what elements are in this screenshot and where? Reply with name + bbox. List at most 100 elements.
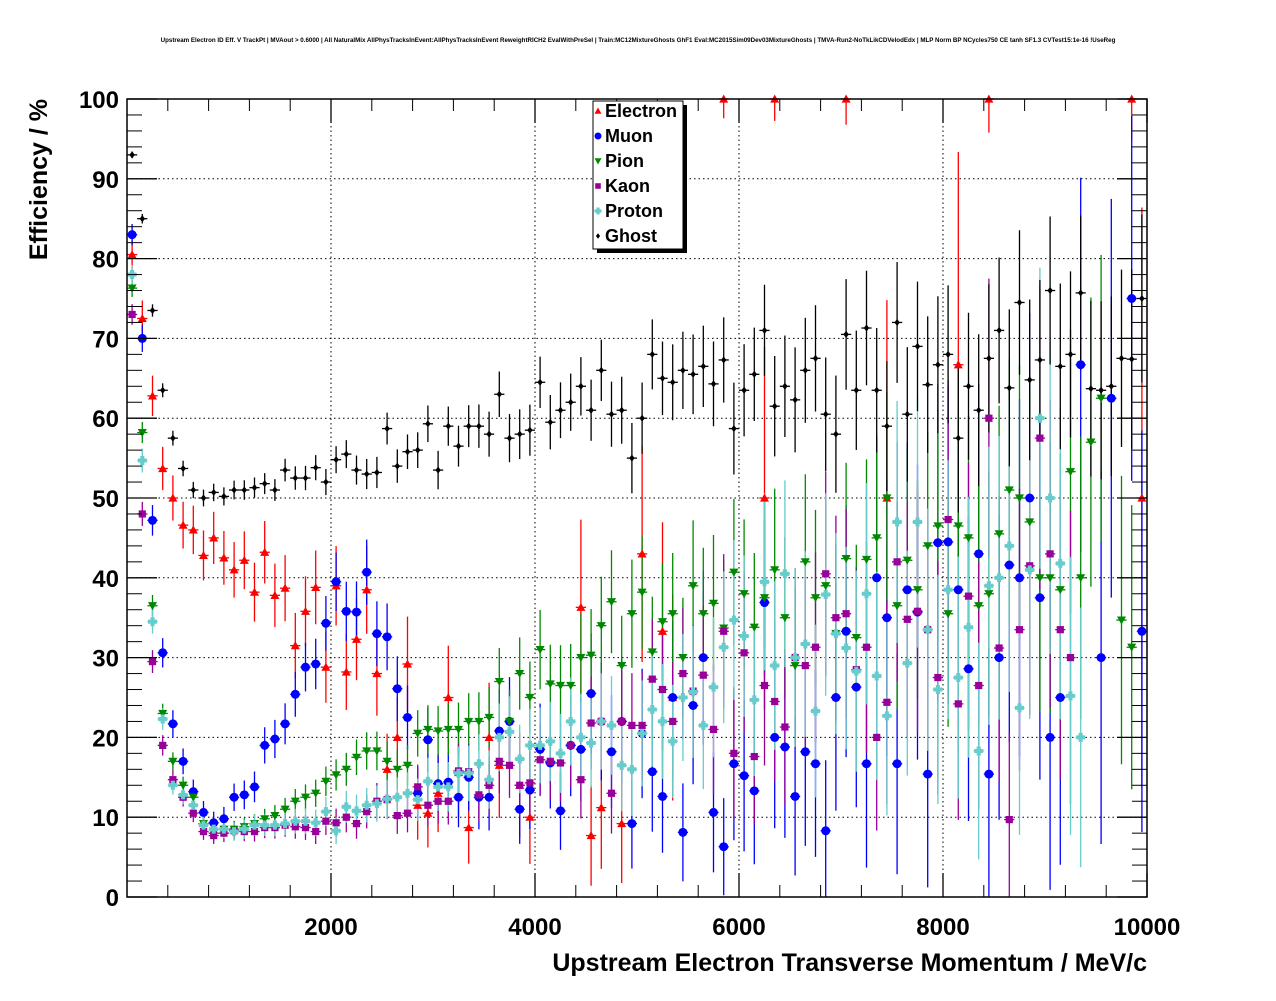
data-point-proton — [556, 748, 565, 758]
data-point-proton — [749, 695, 759, 705]
legend-marker-pion — [594, 158, 602, 165]
errors-proton — [127, 264, 1086, 868]
data-point-ghost — [1129, 355, 1135, 363]
data-point-proton — [923, 625, 933, 635]
data-point-ghost — [812, 354, 819, 362]
data-point-kaon — [148, 657, 157, 666]
data-point-electron — [352, 634, 361, 643]
data-point-kaon — [587, 719, 595, 727]
data-point-electron — [423, 808, 433, 817]
data-point-electron — [290, 641, 300, 650]
data-point-pion — [698, 610, 708, 619]
data-point-pion — [484, 713, 494, 722]
data-point-proton — [525, 740, 535, 750]
data-point-kaon — [832, 614, 840, 622]
data-point-muon — [250, 782, 259, 792]
data-point-ghost — [588, 406, 594, 414]
data-point-ghost — [904, 410, 910, 418]
data-point-ghost — [874, 386, 880, 394]
data-point-kaon — [291, 823, 299, 831]
data-point-pion — [739, 590, 749, 599]
data-point-muon — [974, 549, 984, 559]
data-point-proton — [627, 764, 637, 774]
legend-label-muon: Muon — [605, 126, 653, 146]
data-point-muon — [168, 719, 178, 729]
data-point-muon — [892, 759, 902, 769]
data-point-ghost — [690, 370, 696, 378]
data-point-proton — [229, 827, 239, 837]
data-point-muon — [362, 567, 372, 577]
data-point-pion — [454, 725, 463, 734]
data-point-muon — [831, 693, 841, 702]
data-point-kaon — [189, 809, 197, 817]
data-point-muon — [382, 632, 392, 642]
data-point-muon — [494, 726, 504, 736]
data-point-electron — [270, 590, 280, 599]
data-point-pion — [729, 568, 739, 577]
data-point-electron — [596, 803, 606, 812]
data-point-pion — [1045, 574, 1055, 583]
data-point-pion — [851, 634, 861, 643]
data-point-proton — [270, 820, 280, 830]
data-point-pion — [556, 681, 565, 691]
data-point-pion — [800, 558, 810, 567]
data-point-muon — [851, 682, 861, 692]
data-point-muon — [515, 804, 525, 814]
data-point-pion — [403, 761, 412, 770]
data-point-pion — [1096, 394, 1106, 403]
data-point-proton — [515, 754, 525, 764]
data-point-electron — [188, 525, 198, 534]
data-point-proton — [352, 806, 361, 816]
data-point-muon — [576, 744, 586, 754]
y-axis-title: Efficiency / % — [25, 99, 53, 260]
data-point-proton — [280, 819, 290, 829]
data-point-pion — [596, 622, 606, 631]
data-point-electron — [658, 626, 667, 635]
data-point-ghost — [1047, 286, 1053, 295]
data-point-pion — [862, 555, 871, 564]
data-point-electron — [229, 565, 239, 574]
data-point-muon — [209, 818, 219, 828]
y-tick-label: 90 — [92, 167, 119, 194]
data-point-pion — [586, 651, 596, 660]
data-point-proton — [382, 794, 392, 804]
data-point-electron — [413, 800, 423, 809]
data-point-ghost — [884, 422, 890, 430]
data-point-electron — [586, 831, 596, 840]
data-point-kaon — [740, 649, 748, 657]
data-point-kaon — [1066, 654, 1075, 662]
data-point-proton — [678, 693, 688, 702]
data-point-electron — [464, 823, 474, 832]
data-point-kaon — [913, 607, 922, 615]
data-point-electron — [301, 606, 310, 615]
data-point-pion — [464, 717, 474, 726]
data-point-proton — [811, 706, 820, 716]
y-tick-label: 70 — [92, 326, 119, 353]
data-point-pion — [127, 284, 137, 293]
data-point-electron — [280, 583, 290, 592]
legend-label-ghost: Ghost — [605, 226, 657, 246]
data-point-ghost — [394, 462, 400, 470]
data-point-muon — [199, 807, 208, 817]
data-point-proton — [902, 658, 912, 668]
data-point-kaon — [618, 717, 626, 726]
data-point-ghost — [619, 406, 625, 414]
data-point-proton — [719, 642, 729, 652]
series-muon — [127, 230, 1147, 852]
data-point-muon — [709, 807, 718, 817]
data-point-proton — [250, 820, 259, 830]
data-point-proton — [545, 736, 555, 746]
data-point-ghost — [598, 366, 604, 374]
data-point-pion — [892, 602, 902, 611]
legend-marker-muon — [594, 132, 602, 140]
data-point-electron — [362, 585, 372, 594]
data-point-pion — [372, 747, 382, 756]
data-point-proton — [851, 666, 861, 676]
data-point-electron — [137, 313, 147, 323]
data-point-kaon — [934, 673, 942, 682]
data-point-kaon — [648, 675, 656, 683]
data-point-muon — [219, 814, 229, 824]
data-point-proton — [321, 807, 331, 817]
data-point-proton — [168, 780, 178, 790]
data-point-kaon — [1015, 626, 1024, 634]
